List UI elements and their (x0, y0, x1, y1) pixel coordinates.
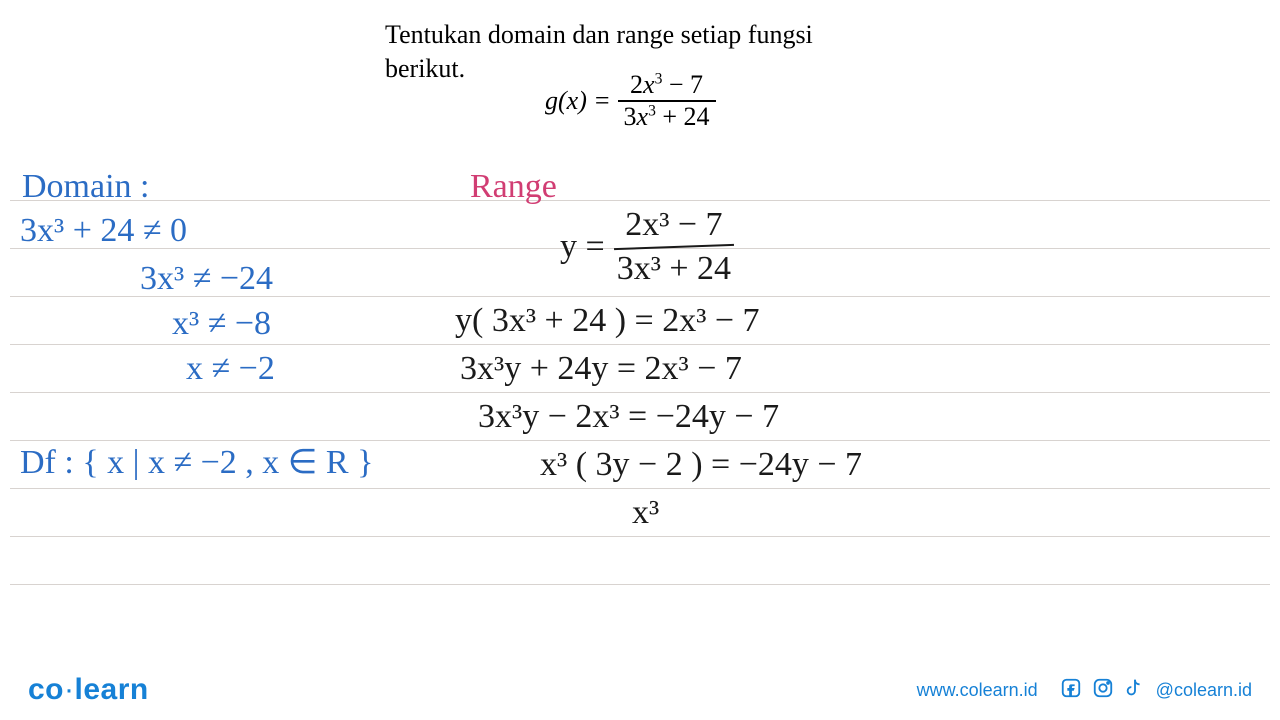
domain-step-3: x³ ≠ −8 (172, 305, 271, 343)
logo-secondary: learn (75, 673, 149, 706)
range-step-6: x³ (632, 494, 659, 532)
range-step-3: 3x³y + 24y = 2x³ − 7 (460, 350, 742, 388)
domain-result-set: Df : { x | x ≠ −2 , x ∈ R } (20, 442, 373, 482)
domain-heading: Domain : (22, 168, 149, 206)
footer-url: www.colearn.id (917, 680, 1038, 701)
range-fraction: y = 2x³ − 7 3x³ + 24 (560, 206, 735, 288)
domain-step-2: 3x³ ≠ −24 (140, 260, 273, 298)
formula-fraction: 2x3 − 7 3x3 + 24 (618, 70, 716, 132)
domain-step-4: x ≠ −2 (186, 350, 275, 388)
logo-primary: co (28, 673, 64, 706)
range-frac-num: 2x³ − 7 (621, 206, 726, 244)
range-step-4: 3x³y − 2x³ = −24y − 7 (478, 398, 779, 436)
footer-handle: @colearn.id (1156, 680, 1252, 701)
range-heading: Range (470, 168, 557, 206)
problem-line-1: Tentukan domain dan range setiap fungsi (385, 20, 813, 50)
instagram-icon (1092, 677, 1114, 704)
problem-formula: g(x) = 2x3 − 7 3x3 + 24 (545, 70, 716, 132)
formula-equals: = (595, 86, 610, 116)
page-root: Tentukan domain dan range setiap fungsi … (0, 0, 1280, 720)
footer: co·learn www.colearn.id @colearn.id (0, 660, 1280, 720)
formula-numerator: 2x3 − 7 (624, 70, 709, 100)
range-frac-lhs: y = (560, 228, 605, 266)
brand-logo: co·learn (28, 673, 149, 707)
facebook-icon (1060, 677, 1082, 704)
range-step-5: x³ ( 3y − 2 ) = −24y − 7 (540, 446, 862, 484)
range-frac-den: 3x³ + 24 (613, 250, 735, 288)
formula-lhs: g(x) (545, 86, 587, 116)
tiktok-icon (1124, 677, 1146, 704)
domain-step-1: 3x³ + 24 ≠ 0 (20, 212, 187, 250)
formula-denominator: 3x3 + 24 (618, 102, 716, 132)
social-icons: @colearn.id (1060, 677, 1252, 704)
range-step-2: y( 3x³ + 24 ) = 2x³ − 7 (455, 302, 760, 340)
